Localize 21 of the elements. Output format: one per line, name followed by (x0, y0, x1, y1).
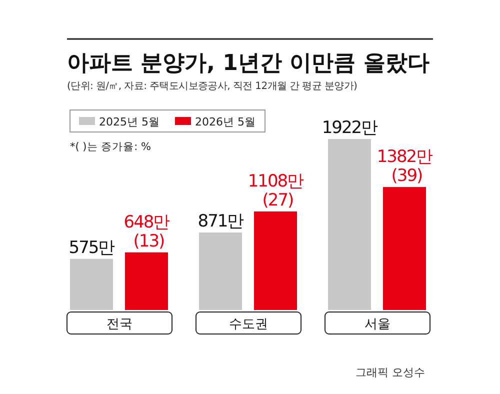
data-label: 1922만 (322, 118, 378, 138)
legend-label: 2026년 5월 (195, 116, 256, 128)
bar (383, 187, 426, 310)
bar (70, 258, 113, 310)
chart-subtitle: (단위: 원/㎡, 자료: 주택도시보증공사, 직전 12개월 간 평균 분양가) (67, 81, 358, 92)
data-label: 1382만 (39) (376, 147, 434, 186)
chart-title: 아파트 분양가, 1년간 이만큼 올랐다 (67, 51, 430, 76)
data-label: 871만 (198, 212, 244, 232)
bar (254, 211, 297, 310)
data-label: 648만 (13) (124, 212, 170, 252)
x-tick-label: 전국 (106, 317, 132, 332)
bar (199, 232, 242, 310)
data-label: 1108만 (27) (248, 171, 304, 210)
annotation: *( )는 증가율: % (70, 141, 151, 153)
bar (328, 139, 371, 310)
data-label: 575만 (68, 238, 116, 258)
x-tick-label: 서울 (364, 317, 390, 332)
x-tick-label: 수도권 (229, 317, 268, 332)
legend-label: 2025년 5월 (99, 116, 160, 128)
bar (125, 252, 168, 310)
text: 그래픽 오성수 (356, 366, 425, 379)
